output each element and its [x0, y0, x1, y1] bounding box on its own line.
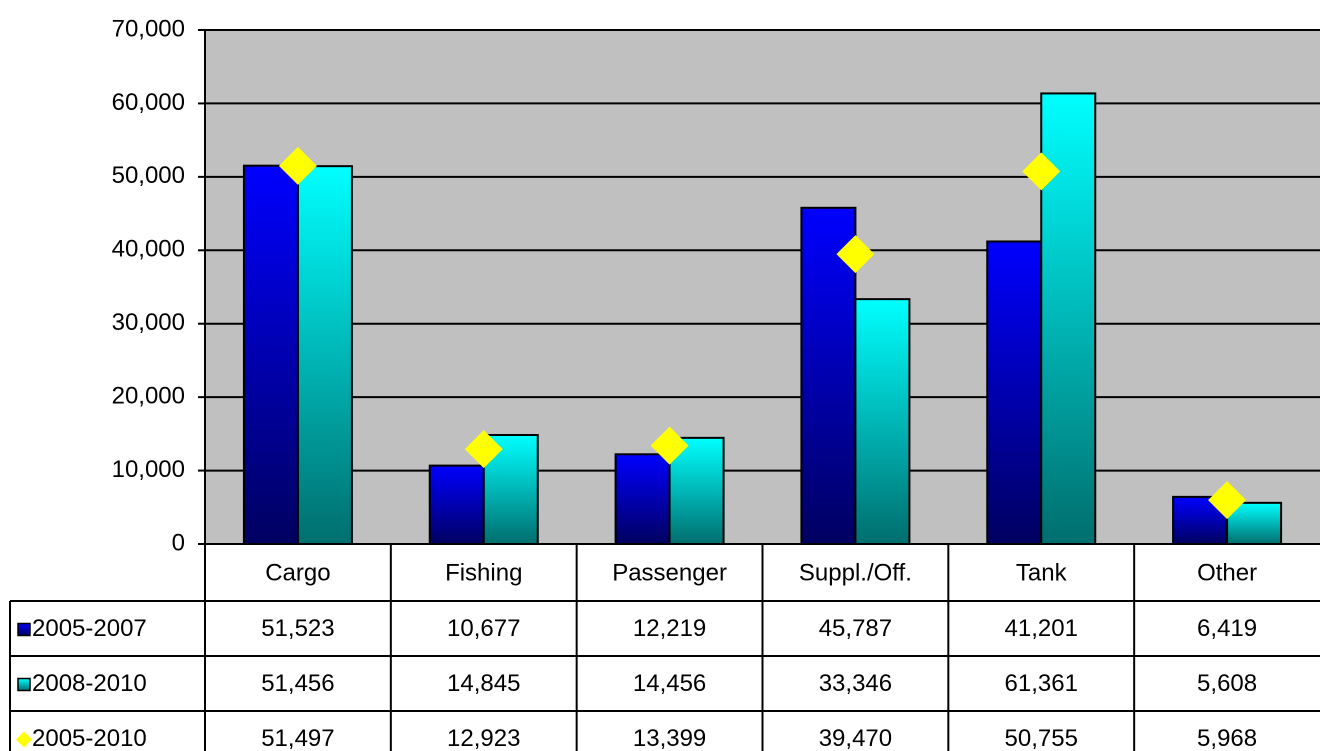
- marker: [836, 235, 875, 274]
- table-cell: 39,470: [819, 725, 892, 751]
- x-tick-label: Tank: [1016, 559, 1068, 586]
- table-cell: 10,677: [447, 615, 520, 642]
- legend-label: 2008-2010: [32, 670, 147, 697]
- y-tick-label: 20,000: [112, 382, 185, 409]
- table-cell: 5,968: [1197, 725, 1257, 751]
- y-tick-label: 40,000: [112, 236, 185, 263]
- y-tick-label: 50,000: [112, 162, 185, 189]
- bar: [1040, 92, 1097, 546]
- bar: [242, 164, 299, 545]
- bar: [986, 240, 1043, 545]
- y-tick-label: 60,000: [112, 89, 185, 116]
- y-tick-label: 10,000: [112, 456, 185, 483]
- legend-swatch: [16, 731, 32, 748]
- table-cell: 33,346: [819, 670, 892, 697]
- legend-label: 2005-2007: [32, 615, 147, 642]
- x-tick-label: Other: [1197, 559, 1257, 586]
- table-cell: 50,755: [1005, 725, 1078, 751]
- plot-area: [205, 30, 1320, 544]
- x-tick-label: Suppl./Off.: [799, 559, 912, 586]
- table-cell: 41,201: [1005, 615, 1078, 642]
- table-cell: 51,523: [261, 615, 334, 642]
- y-tick-label: 30,000: [112, 309, 185, 336]
- table-cell: 51,497: [261, 725, 334, 751]
- y-tick-label: 0: [172, 529, 185, 556]
- table-cell: 12,219: [633, 615, 706, 642]
- table-cell: 12,923: [447, 725, 520, 751]
- bar: [614, 453, 671, 545]
- table-cell: 5,608: [1197, 670, 1257, 697]
- marker: [464, 430, 503, 469]
- table-cell: 14,845: [447, 670, 520, 697]
- legend-swatch: [17, 622, 31, 637]
- y-tick-label: 70,000: [112, 15, 185, 42]
- table-cell: 13,399: [633, 725, 706, 751]
- table-cell: 6,419: [1197, 615, 1257, 642]
- bar: [428, 464, 485, 545]
- bar: [800, 206, 857, 545]
- bar: [854, 298, 911, 545]
- table-cell: 51,456: [261, 670, 334, 697]
- marker: [650, 426, 689, 465]
- marker: [278, 146, 317, 185]
- x-tick-label: Fishing: [445, 559, 522, 586]
- bar: [296, 165, 353, 545]
- marker: [1208, 481, 1247, 520]
- table-cell: 61,361: [1005, 670, 1078, 697]
- legend-swatch: [17, 677, 31, 692]
- x-tick-label: Cargo: [265, 559, 330, 586]
- marker: [1022, 152, 1061, 191]
- table-cell: 45,787: [819, 615, 892, 642]
- legend-label: 2005-2010: [32, 725, 147, 751]
- table-cell: 14,456: [633, 670, 706, 697]
- x-tick-label: Passenger: [612, 559, 727, 586]
